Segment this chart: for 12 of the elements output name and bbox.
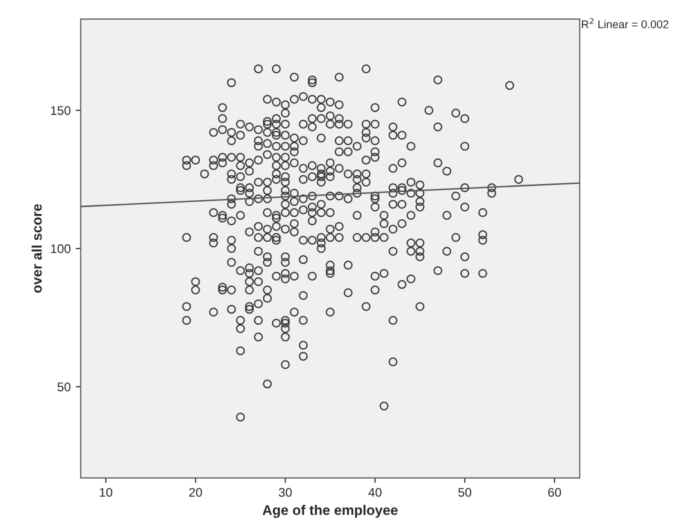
- y-tick-label: 50: [58, 382, 70, 392]
- x-tick-label: 60: [548, 488, 562, 497]
- x-tick-label: 10: [100, 488, 112, 497]
- x-tick-label: 40: [368, 488, 382, 497]
- x-tick-label: 50: [458, 488, 472, 497]
- text: R$^{2}$ Linear = 0.002: [582, 18, 668, 28]
- y-tick-label: 150: [51, 106, 70, 115]
- x-tick-label: 30: [278, 488, 292, 497]
- x-axis-title: Age of the employee: [262, 504, 398, 518]
- y-axis-title: over all score: [32, 204, 42, 293]
- y-tick-label: 100: [51, 244, 70, 254]
- x-tick-label: 20: [189, 488, 202, 497]
